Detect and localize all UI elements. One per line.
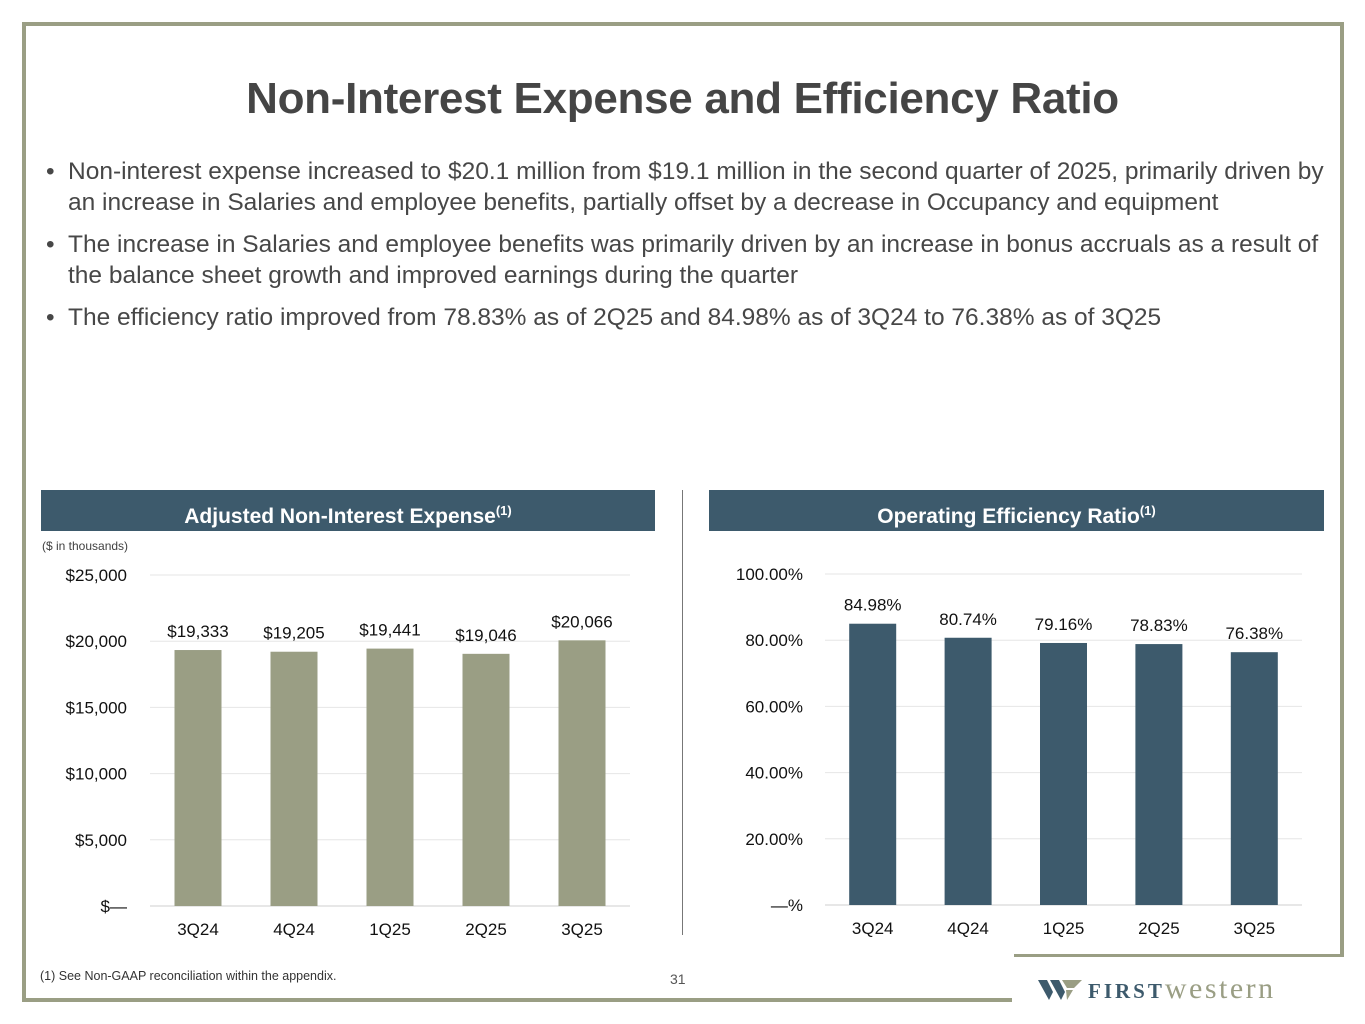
bar [1040, 642, 1087, 905]
expense-bar-chart: $— $5,000 $10,000 $15,000 $20,000 $25,000 $19,… [66, 566, 630, 939]
frame-bottom-right [1014, 954, 1344, 957]
logo-wordmark: FIRSTwestern [1088, 972, 1276, 1006]
y-tick-label: 100.00% [736, 565, 803, 584]
panel-divider [682, 490, 683, 935]
data-label: $20,066 [551, 612, 612, 631]
x-tick-label: 3Q24 [852, 919, 894, 938]
y-tick-label: 80.00% [745, 631, 803, 650]
bar [1230, 652, 1278, 905]
bar [174, 650, 222, 906]
logo-w-icon [1038, 980, 1082, 1000]
efficiency-bar-chart: —% 20.00% 40.00% 60.00% 80.00% 100.00% 84.98% 3… [736, 565, 1302, 938]
slide-title: Non-Interest Expense and Efficiency Rati… [246, 74, 1119, 123]
frame-right [1340, 22, 1344, 954]
y-tick-label: $15,000 [66, 698, 127, 717]
y-tick-label: $10,000 [66, 765, 127, 784]
y-tick-label: $20,000 [66, 632, 127, 651]
data-label: 79.16% [1035, 615, 1093, 634]
bar [849, 623, 897, 905]
bar [1135, 644, 1183, 905]
bullet-item: The efficiency ratio improved from 78.83… [46, 302, 1326, 333]
data-label: $19,205 [263, 624, 324, 643]
logo-first: FIRST [1088, 979, 1165, 1003]
efficiency-chart-footnote-ref: (1) [1139, 503, 1156, 518]
x-tick-label: 4Q24 [273, 920, 315, 939]
x-tick-label: 3Q25 [1234, 919, 1276, 938]
frame-left [22, 22, 26, 1002]
y-tick-label: 60.00% [745, 697, 803, 716]
bullet-item: Non-interest expense increased to $20.1 … [46, 156, 1326, 218]
x-tick-label: 3Q25 [561, 920, 603, 939]
data-label: 84.98% [844, 596, 902, 615]
data-label: $19,333 [167, 622, 228, 641]
data-label: $19,046 [455, 626, 516, 645]
bullet-list: Non-interest expense increased to $20.1 … [46, 156, 1326, 344]
expense-chart-title: Adjusted Non-Interest Expense [184, 505, 496, 528]
data-label: $19,441 [359, 621, 420, 640]
bullet-item: The increase in Salaries and employee be… [46, 229, 1326, 291]
bar [462, 653, 510, 906]
data-label: 76.38% [1225, 624, 1283, 643]
y-tick-label: $— [101, 897, 127, 916]
frame-bottom [22, 998, 1012, 1002]
footnote: (1) See Non-GAAP reconciliation within t… [40, 969, 337, 983]
x-tick-label: 1Q25 [1043, 919, 1085, 938]
data-label: 78.83% [1130, 616, 1188, 635]
y-tick-label: $5,000 [75, 831, 127, 850]
y-tick-label: $25,000 [66, 566, 127, 585]
y-tick-label: 20.00% [745, 830, 803, 849]
logo-western: western [1164, 972, 1276, 1005]
x-tick-label: 3Q24 [177, 920, 219, 939]
page-number: 31 [670, 971, 686, 987]
y-tick-label: —% [771, 896, 803, 915]
x-tick-label: 4Q24 [947, 919, 989, 938]
x-tick-label: 2Q25 [465, 920, 507, 939]
y-tick-label: 40.00% [745, 764, 803, 783]
data-label: 80.74% [939, 610, 997, 629]
bar [944, 637, 992, 905]
units-note: ($ in thousands) [42, 539, 129, 553]
bar [558, 640, 606, 906]
expense-chart-footnote-ref: (1) [495, 503, 512, 518]
company-logo: FIRSTwestern [1038, 972, 1344, 1006]
efficiency-chart-header: Operating Efficiency Ratio(1) [709, 490, 1324, 531]
x-tick-label: 2Q25 [1138, 919, 1180, 938]
bar [270, 651, 318, 906]
bar [366, 648, 414, 906]
x-tick-label: 1Q25 [369, 920, 411, 939]
expense-chart-header: Adjusted Non-Interest Expense(1) [41, 490, 655, 531]
efficiency-chart-title: Operating Efficiency Ratio [877, 505, 1140, 528]
frame-top [22, 22, 1344, 26]
